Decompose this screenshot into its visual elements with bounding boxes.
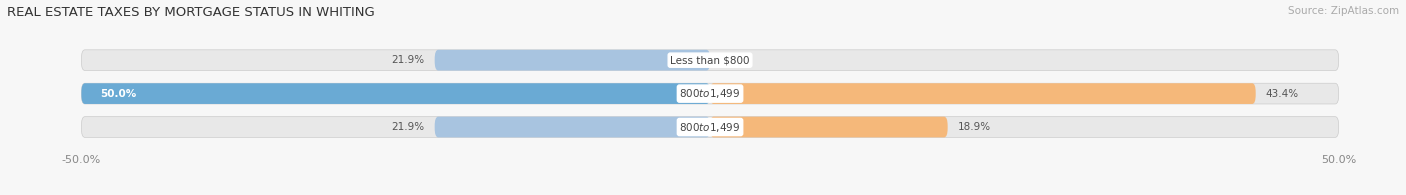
FancyBboxPatch shape: [82, 117, 1339, 137]
FancyBboxPatch shape: [710, 83, 1256, 104]
Text: 21.9%: 21.9%: [391, 122, 425, 132]
Text: $800 to $1,499: $800 to $1,499: [679, 121, 741, 134]
FancyBboxPatch shape: [434, 117, 710, 137]
Text: Less than $800: Less than $800: [671, 55, 749, 65]
Text: 18.9%: 18.9%: [957, 122, 991, 132]
Text: REAL ESTATE TAXES BY MORTGAGE STATUS IN WHITING: REAL ESTATE TAXES BY MORTGAGE STATUS IN …: [7, 6, 375, 19]
FancyBboxPatch shape: [710, 117, 948, 137]
FancyBboxPatch shape: [82, 83, 710, 104]
Text: $800 to $1,499: $800 to $1,499: [679, 87, 741, 100]
FancyBboxPatch shape: [82, 83, 1339, 104]
Text: Source: ZipAtlas.com: Source: ZipAtlas.com: [1288, 6, 1399, 16]
FancyBboxPatch shape: [82, 50, 1339, 71]
Text: 43.4%: 43.4%: [1265, 89, 1299, 99]
Text: 21.9%: 21.9%: [391, 55, 425, 65]
Text: 50.0%: 50.0%: [100, 89, 136, 99]
Text: 0.0%: 0.0%: [720, 55, 747, 65]
FancyBboxPatch shape: [434, 50, 710, 71]
